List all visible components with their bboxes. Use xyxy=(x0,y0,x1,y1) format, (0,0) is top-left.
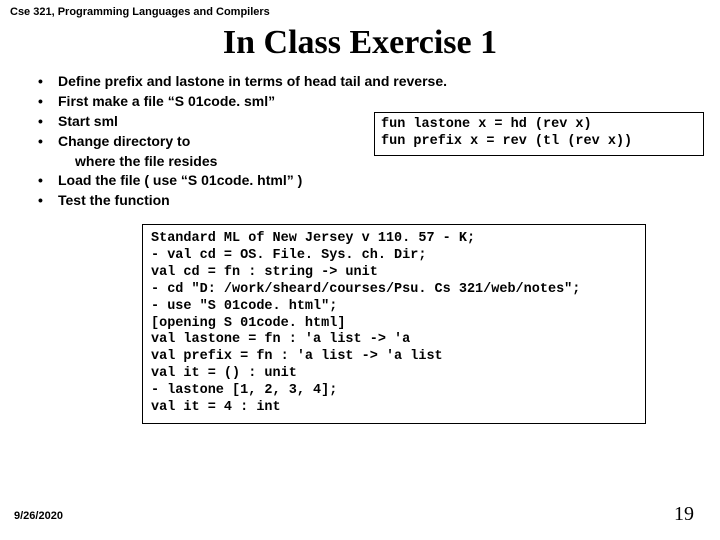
slide-title: In Class Exercise 1 xyxy=(0,24,720,62)
code-repl-box: Standard ML of New Jersey v 110. 57 - K;… xyxy=(142,224,646,424)
bullet-item: Define prefix and lastone in terms of he… xyxy=(30,72,700,91)
bullet-item: First make a file “S 01code. sml” xyxy=(30,92,700,111)
course-header: Cse 321, Programming Languages and Compi… xyxy=(0,0,720,18)
slide-content: Define prefix and lastone in terms of he… xyxy=(0,72,720,424)
footer-date: 9/26/2020 xyxy=(14,510,63,522)
bullet-item: Test the function xyxy=(30,191,700,210)
bullet-item: Load the file ( use “S 01code. html” ) xyxy=(30,171,700,190)
footer-page-number: 19 xyxy=(674,503,694,526)
code-definitions-box: fun lastone x = hd (rev x) fun prefix x … xyxy=(374,112,704,156)
